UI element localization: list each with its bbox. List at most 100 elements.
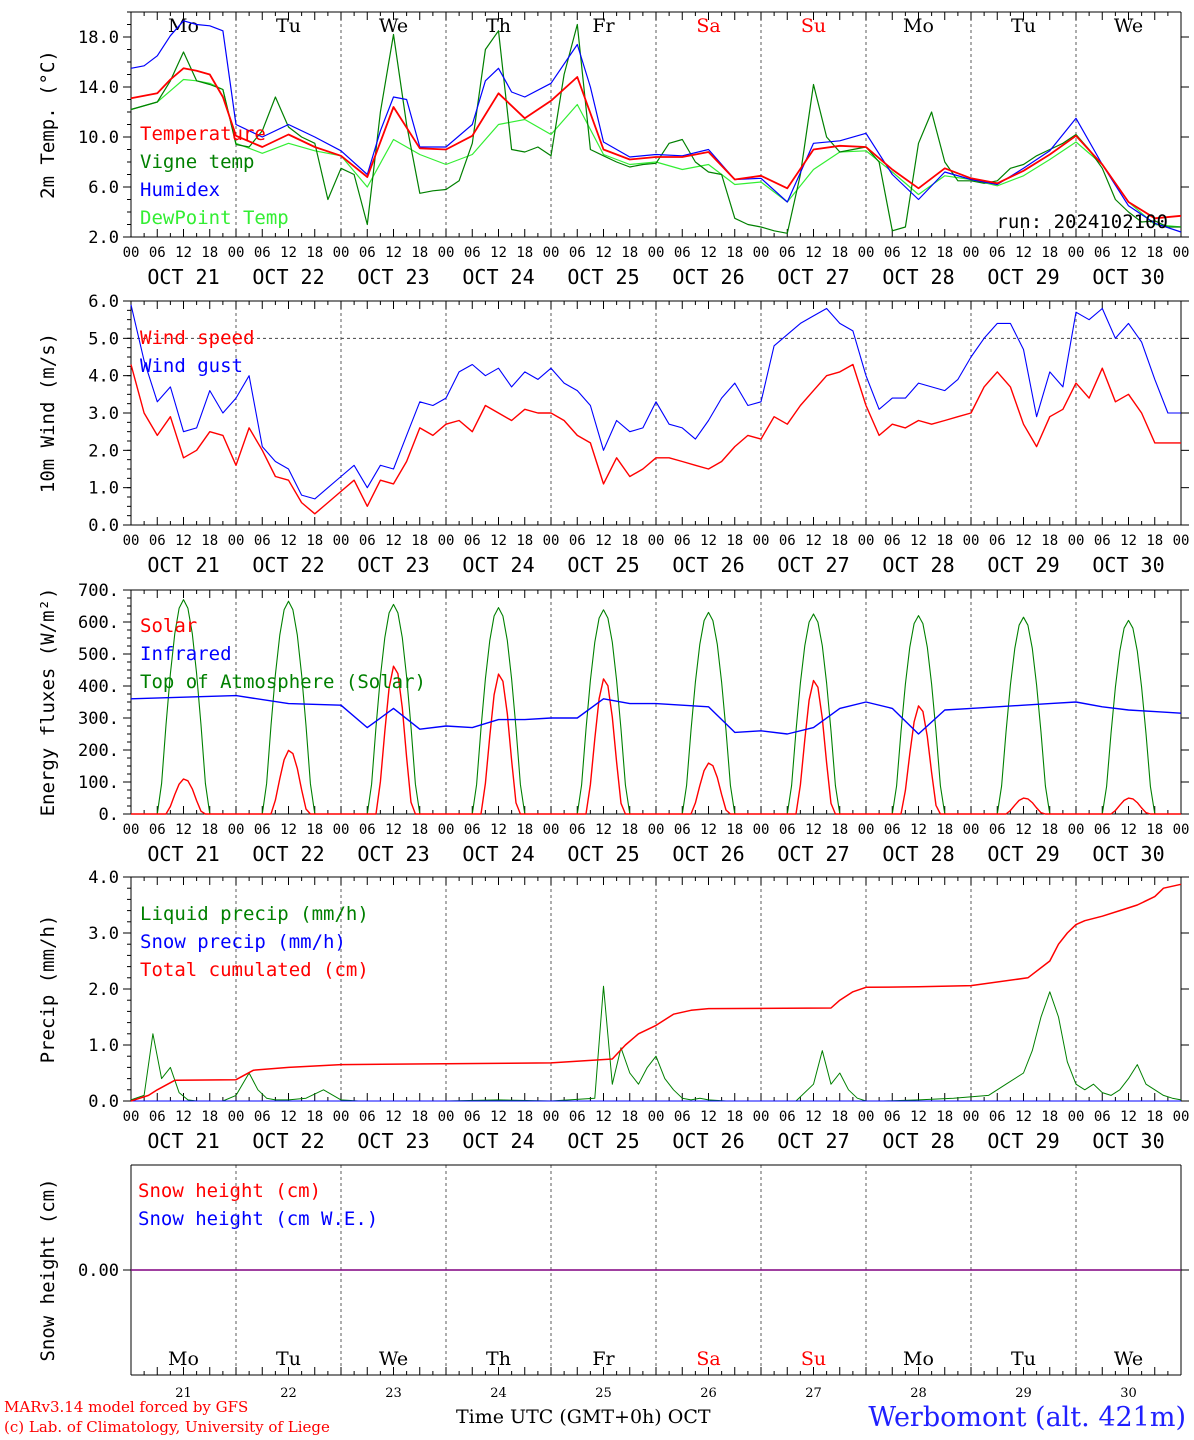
- hour-tick-label: 00: [1173, 1109, 1190, 1125]
- hour-tick-label: 06: [464, 245, 481, 261]
- date-label: OCT 21: [147, 553, 219, 577]
- solar-line: [446, 673, 551, 815]
- day-name: Tu: [276, 1348, 301, 1370]
- day-number: 22: [280, 1386, 297, 1401]
- day-name: Fr: [592, 1348, 615, 1370]
- hour-tick-label: 18: [411, 533, 428, 549]
- hour-tick-label: 18: [201, 1109, 218, 1125]
- hour-tick-label: 06: [254, 1109, 271, 1125]
- hour-tick-label: 18: [936, 822, 953, 838]
- date-label: OCT 25: [567, 842, 639, 866]
- y-tick-label: 10.0: [78, 128, 119, 148]
- hour-tick-label: 18: [306, 822, 323, 838]
- y-tick-label: 200.: [78, 741, 119, 761]
- hour-tick-label: 18: [726, 245, 743, 261]
- solar-line: [131, 778, 236, 815]
- wind-speed-line: [130, 363, 1181, 515]
- day-number: 29: [1015, 1386, 1032, 1401]
- legend-entry: Wind speed: [140, 327, 254, 349]
- hour-tick-label: 00: [753, 245, 770, 261]
- hour-tick-label: 18: [1041, 533, 1058, 549]
- hour-tick-label: 12: [175, 245, 192, 261]
- hour-tick-label: 00: [1173, 245, 1190, 261]
- date-label: OCT 25: [567, 265, 639, 289]
- date-label: OCT 28: [882, 842, 954, 866]
- hour-tick-label: 00: [438, 1109, 455, 1125]
- date-label: OCT 23: [357, 553, 429, 577]
- hour-tick-label: 06: [779, 822, 796, 838]
- infrared-line: [130, 694, 1182, 735]
- date-label: OCT 22: [252, 553, 324, 577]
- hour-tick-label: 18: [621, 533, 638, 549]
- date-label: OCT 27: [777, 1129, 849, 1153]
- date-label: OCT 26: [672, 265, 744, 289]
- y-tick-label: 0.0: [88, 1092, 119, 1112]
- legend-entry: Snow precip (mm/h): [140, 931, 346, 953]
- hour-tick-label: 06: [464, 822, 481, 838]
- hour-tick-label: 12: [385, 822, 402, 838]
- hour-tick-label: 00: [228, 245, 245, 261]
- date-label: OCT 24: [462, 1129, 534, 1153]
- solar-line: [551, 678, 656, 815]
- hour-tick-label: 18: [936, 1109, 953, 1125]
- day-number: 23: [385, 1386, 402, 1401]
- hour-tick-label: 06: [1094, 245, 1111, 261]
- day-number: 26: [700, 1386, 717, 1401]
- hour-tick-label: 00: [333, 1109, 350, 1125]
- hour-tick-label: 12: [910, 245, 927, 261]
- y-tick-label: 0.00: [78, 1261, 119, 1281]
- legend-entry: Vigne temp: [140, 151, 254, 173]
- y-tick-label: 0.: [99, 805, 119, 825]
- hour-tick-label: 18: [201, 245, 218, 261]
- legend-entry: Infrared: [140, 643, 232, 665]
- hour-tick-label: 00: [438, 822, 455, 838]
- hour-tick-label: 06: [989, 245, 1006, 261]
- solar-line: [761, 679, 866, 815]
- legend-entry: Humidex: [140, 179, 220, 201]
- hour-tick-label: 00: [228, 1109, 245, 1125]
- y-tick-label: 2.0: [88, 441, 119, 461]
- hour-tick-label: 18: [1146, 822, 1163, 838]
- legend-entry: DewPoint Temp: [140, 207, 289, 229]
- hour-tick-label: 12: [385, 533, 402, 549]
- hour-tick-label: 18: [831, 1109, 848, 1125]
- station-name: Werbomont (alt. 421m): [868, 1402, 1186, 1433]
- y-tick-label: 2.0: [88, 980, 119, 1000]
- date-label: OCT 25: [567, 1129, 639, 1153]
- hour-tick-label: 12: [595, 822, 612, 838]
- day-name: We: [1114, 15, 1143, 37]
- hour-tick-label: 00: [858, 1109, 875, 1125]
- lab-credit: (c) Lab. of Climatology, University of L…: [4, 1418, 330, 1436]
- day-name: Mo: [168, 15, 199, 37]
- hour-tick-label: 06: [1094, 822, 1111, 838]
- legend-entry: Total cumulated (cm): [140, 959, 369, 981]
- day-name: Th: [486, 15, 511, 37]
- hour-tick-label: 18: [1041, 1109, 1058, 1125]
- x-axis-title: Time UTC (GMT+0h) OCT: [456, 1406, 711, 1428]
- hour-tick-label: 00: [1068, 245, 1085, 261]
- y-tick-label: 14.0: [78, 78, 119, 98]
- hour-tick-label: 12: [1015, 1109, 1032, 1125]
- hour-tick-label: 12: [1120, 1109, 1137, 1125]
- hour-tick-label: 06: [569, 533, 586, 549]
- hour-tick-label: 00: [1173, 533, 1190, 549]
- date-label: OCT 22: [252, 265, 324, 289]
- date-label: OCT 30: [1092, 265, 1164, 289]
- hour-tick-label: 06: [149, 1109, 166, 1125]
- liquid-precip-line: [130, 985, 1182, 1102]
- hour-tick-label: 06: [149, 245, 166, 261]
- hour-tick-label: 00: [333, 822, 350, 838]
- hour-tick-label: 12: [910, 533, 927, 549]
- hour-tick-label: 18: [726, 1109, 743, 1125]
- hour-tick-label: 12: [1015, 822, 1032, 838]
- hour-tick-label: 18: [726, 533, 743, 549]
- date-label: OCT 26: [672, 842, 744, 866]
- hour-tick-label: 06: [674, 533, 691, 549]
- hour-tick-label: 06: [254, 533, 271, 549]
- hour-tick-label: 00: [648, 822, 665, 838]
- day-name: Su: [801, 15, 826, 37]
- hour-tick-label: 00: [123, 533, 140, 549]
- day-number: 27: [805, 1386, 822, 1401]
- y-tick-label: 6.0: [88, 292, 119, 312]
- date-label: OCT 29: [987, 1129, 1059, 1153]
